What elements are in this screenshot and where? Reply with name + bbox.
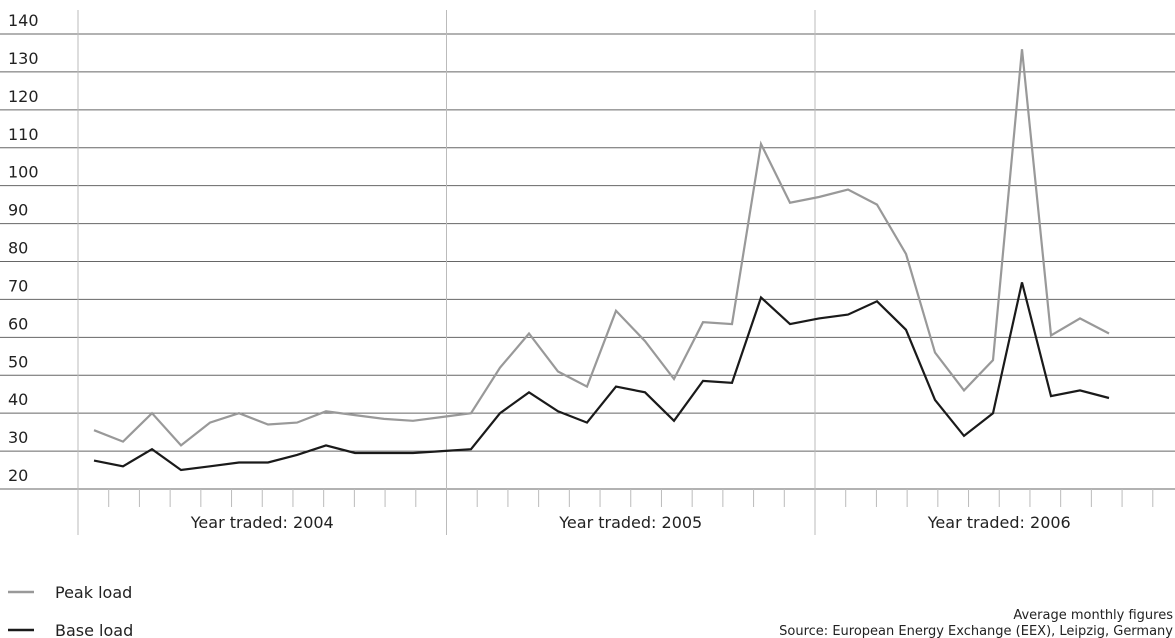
y-tick-label: 110 (8, 125, 39, 144)
y-tick-label: 20 (8, 466, 28, 485)
y-tick-label: 50 (8, 352, 28, 371)
y-tick-label: 140 (8, 11, 39, 30)
y-tick-label: 30 (8, 428, 28, 447)
y-tick-label: 40 (8, 390, 28, 409)
group-label: Year traded: 2004 (190, 513, 334, 532)
y-tick-label: 70 (8, 276, 28, 295)
note: Source: European Energy Exchange (EEX), … (779, 624, 1173, 638)
legend-label: Peak load (55, 583, 132, 602)
group-label: Year traded: 2006 (927, 513, 1071, 532)
y-tick-label: 60 (8, 314, 28, 333)
y-tick-label: 120 (8, 87, 39, 106)
y-tick-label: 100 (8, 163, 39, 182)
group-label: Year traded: 2005 (558, 513, 702, 532)
note: Average monthly figures (1013, 608, 1173, 623)
series-line (93, 282, 1110, 472)
y-tick-label: 130 (8, 49, 39, 68)
y-tick-label: 90 (8, 201, 28, 220)
y-tick-label: 80 (8, 239, 28, 258)
legend-label: Base load (55, 621, 133, 638)
series-line (93, 49, 1110, 447)
